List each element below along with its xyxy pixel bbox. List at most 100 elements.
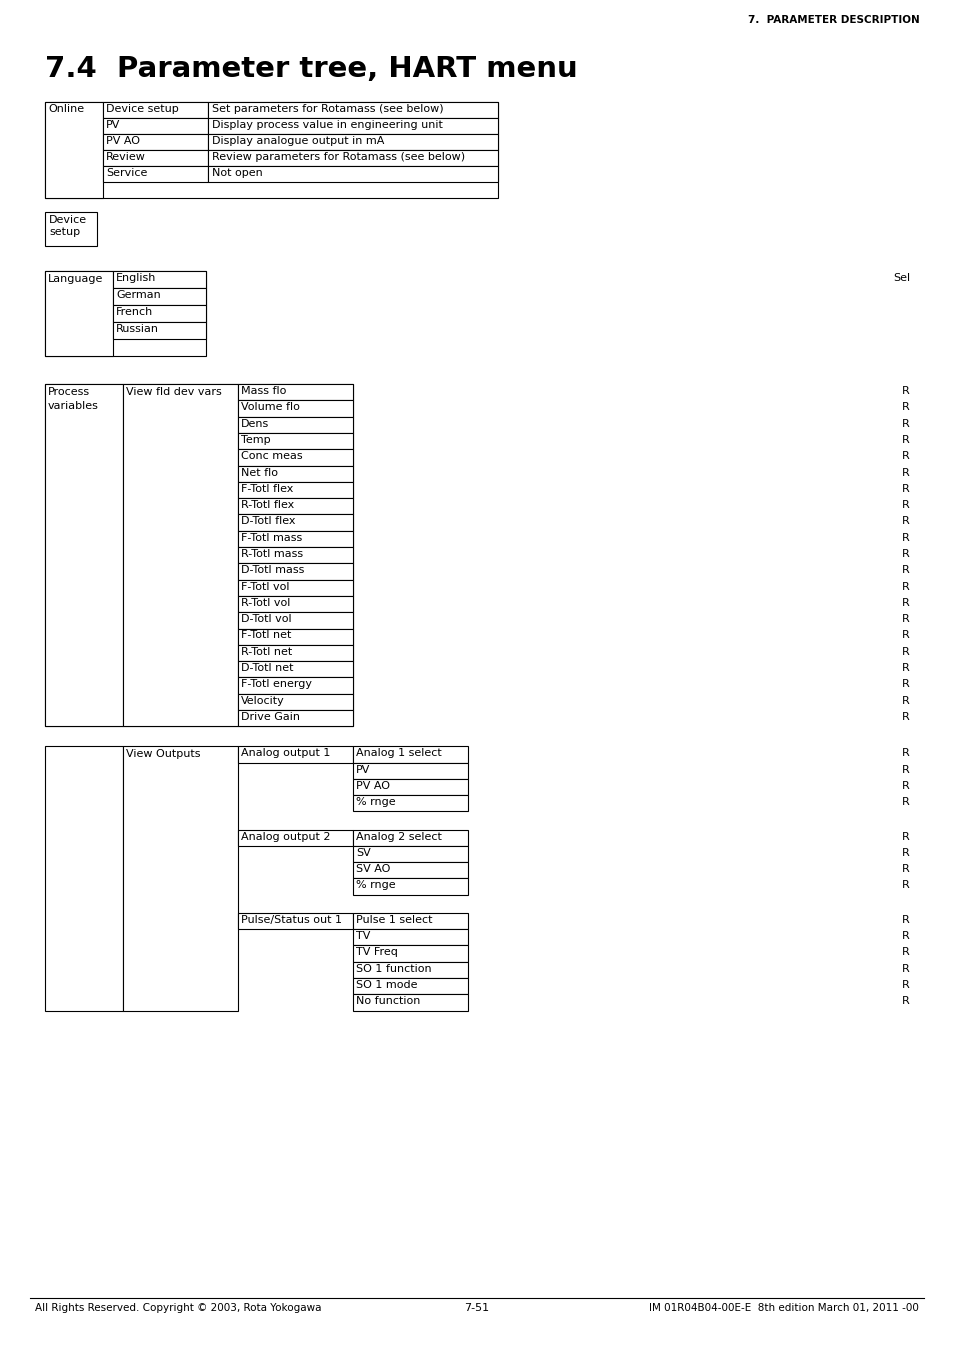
- Bar: [237, 383, 353, 401]
- Text: Language: Language: [48, 274, 103, 284]
- Text: R: R: [902, 848, 909, 857]
- Text: Analog output 2: Analog output 2: [241, 832, 330, 841]
- Text: R: R: [902, 980, 909, 990]
- Text: F-Totl net: F-Totl net: [241, 630, 291, 640]
- Bar: [237, 401, 353, 417]
- Bar: [353, 795, 468, 811]
- Bar: [237, 417, 353, 433]
- Bar: [123, 383, 237, 726]
- Text: No function: No function: [355, 996, 420, 1006]
- Text: R: R: [902, 996, 909, 1006]
- Text: Volume flo: Volume flo: [241, 402, 299, 412]
- Text: R: R: [902, 964, 909, 973]
- Text: R: R: [902, 483, 909, 494]
- Text: R-Totl flex: R-Totl flex: [241, 500, 294, 510]
- Text: Not open: Not open: [212, 167, 262, 178]
- Bar: [353, 846, 468, 863]
- Text: Velocity: Velocity: [241, 695, 284, 706]
- Text: R: R: [902, 549, 909, 559]
- Bar: [103, 134, 208, 150]
- Text: PV AO: PV AO: [355, 780, 390, 791]
- Text: R: R: [902, 500, 909, 510]
- Text: R-Totl vol: R-Totl vol: [241, 598, 290, 608]
- Text: R: R: [902, 764, 909, 775]
- Text: D-Totl net: D-Totl net: [241, 663, 294, 674]
- Text: Pulse/Status out 1: Pulse/Status out 1: [241, 915, 341, 925]
- Text: All Rights Reserved. Copyright © 2003, Rota Yokogawa: All Rights Reserved. Copyright © 2003, R…: [35, 1303, 321, 1314]
- Text: Pulse 1 select: Pulse 1 select: [355, 915, 432, 925]
- Text: Set parameters for Rotamass (see below): Set parameters for Rotamass (see below): [212, 104, 443, 113]
- Text: Net flo: Net flo: [241, 467, 277, 478]
- Bar: [237, 531, 353, 547]
- Text: R: R: [902, 451, 909, 462]
- Text: R: R: [902, 517, 909, 526]
- Text: % rnge: % rnge: [355, 798, 395, 807]
- Bar: [353, 879, 468, 895]
- Text: R: R: [902, 679, 909, 690]
- Bar: [45, 212, 97, 246]
- Bar: [237, 514, 353, 531]
- Text: R: R: [902, 566, 909, 575]
- Text: View fld dev vars: View fld dev vars: [126, 387, 221, 397]
- Bar: [353, 929, 468, 945]
- Bar: [237, 645, 353, 662]
- Bar: [353, 994, 468, 1011]
- Text: R: R: [902, 647, 909, 657]
- Text: Process: Process: [48, 387, 90, 397]
- Text: R: R: [902, 880, 909, 891]
- Text: Russian: Russian: [116, 324, 159, 333]
- Bar: [237, 482, 353, 498]
- Text: 7-51: 7-51: [464, 1303, 489, 1314]
- Bar: [353, 863, 468, 879]
- Bar: [103, 166, 208, 182]
- Bar: [237, 498, 353, 514]
- Bar: [112, 323, 206, 339]
- Text: R: R: [902, 435, 909, 446]
- Bar: [237, 694, 353, 710]
- Text: German: German: [116, 290, 161, 300]
- Bar: [237, 913, 353, 929]
- Text: Online: Online: [48, 104, 84, 113]
- Text: French: French: [116, 306, 153, 317]
- Bar: [208, 150, 497, 166]
- Text: R: R: [902, 948, 909, 957]
- Bar: [112, 305, 206, 323]
- Bar: [353, 763, 468, 779]
- Text: SO 1 function: SO 1 function: [355, 964, 431, 973]
- Text: R: R: [902, 533, 909, 543]
- Text: R: R: [902, 467, 909, 478]
- Text: English: English: [116, 273, 156, 284]
- Bar: [237, 466, 353, 482]
- Bar: [237, 450, 353, 466]
- Text: D-Totl flex: D-Totl flex: [241, 517, 295, 526]
- Bar: [45, 271, 206, 356]
- Text: % rnge: % rnge: [355, 880, 395, 891]
- Text: F-Totl mass: F-Totl mass: [241, 533, 302, 543]
- Text: variables: variables: [48, 401, 99, 410]
- Bar: [237, 710, 353, 726]
- Bar: [353, 945, 468, 961]
- Text: Dens: Dens: [241, 418, 269, 428]
- Text: R: R: [902, 931, 909, 941]
- Text: Display process value in engineering unit: Display process value in engineering uni…: [212, 120, 442, 130]
- Text: R: R: [902, 798, 909, 807]
- Bar: [237, 547, 353, 563]
- Bar: [45, 103, 103, 198]
- Text: R: R: [902, 780, 909, 791]
- Bar: [208, 103, 497, 117]
- Bar: [237, 662, 353, 678]
- Text: R: R: [902, 386, 909, 396]
- Text: Analog 1 select: Analog 1 select: [355, 748, 441, 759]
- Bar: [103, 103, 208, 117]
- Text: SO 1 mode: SO 1 mode: [355, 980, 417, 990]
- Text: Conc meas: Conc meas: [241, 451, 302, 462]
- Text: R: R: [902, 598, 909, 608]
- Text: SV: SV: [355, 848, 371, 857]
- Text: R: R: [902, 402, 909, 412]
- Text: Temp: Temp: [241, 435, 271, 446]
- Text: 7.  PARAMETER DESCRIPTION: 7. PARAMETER DESCRIPTION: [747, 15, 919, 26]
- Text: R: R: [902, 614, 909, 624]
- Bar: [353, 779, 468, 795]
- Text: R: R: [902, 695, 909, 706]
- Bar: [237, 595, 353, 612]
